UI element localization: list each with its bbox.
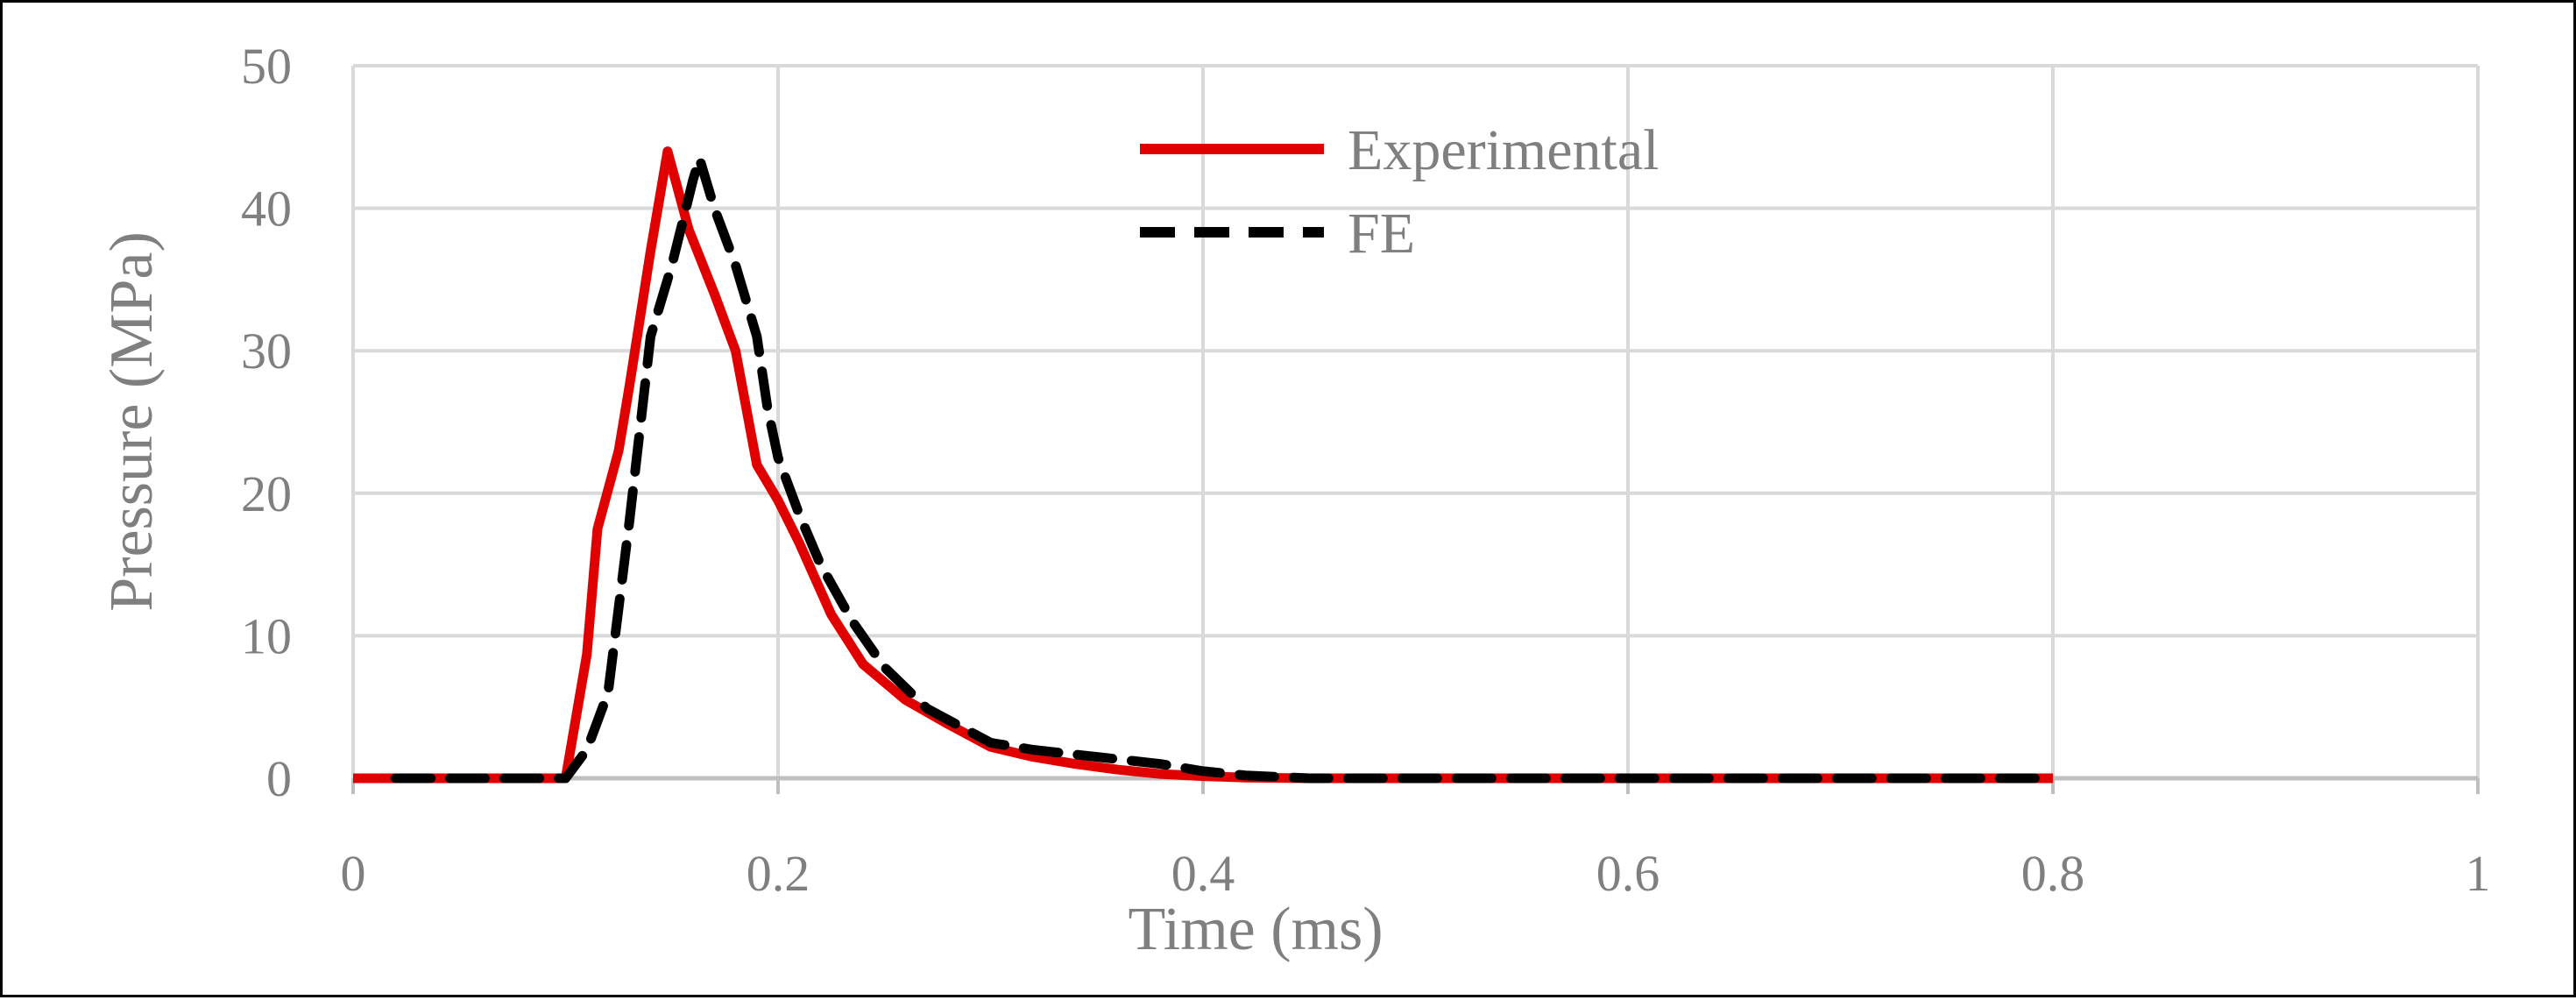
y-tick-label-40: 40 [241,181,292,238]
legend-label-experimental: Experimental [1348,118,1660,182]
series-layer [353,146,2058,784]
y-tick-label-10: 10 [241,607,292,664]
x-tick-label-1: 0.2 [747,845,810,902]
x-tick-label-3: 0.6 [1596,845,1660,902]
x-tick-label-5: 1 [2466,845,2491,902]
x-tick-label-4: 0.8 [2021,845,2085,902]
y-axis-title: Pressure (MPa) [98,231,166,612]
y-tick-label-0: 0 [266,750,292,807]
x-axis-title: Time (ms) [1128,896,1383,963]
legend-label-fe: FE [1348,202,1415,266]
x-tick-label-2: 0.4 [1171,845,1235,902]
y-tick-label-50: 50 [241,38,292,95]
tick-labels: 0 10 20 30 40 50 0 0.2 0.4 0.6 0.8 1 [241,38,2491,902]
x-tick-label-0: 0 [341,845,366,902]
legend: Experimental FE [1140,118,1660,266]
series-line-fe [391,153,2058,784]
y-tick-label-30: 30 [241,323,292,379]
grid-lines [351,64,2480,778]
chart-svg: 0 10 20 30 40 50 0 0.2 0.4 0.6 0.8 1 Experimental F… [98,38,2491,963]
y-tick-label-20: 20 [241,465,292,522]
